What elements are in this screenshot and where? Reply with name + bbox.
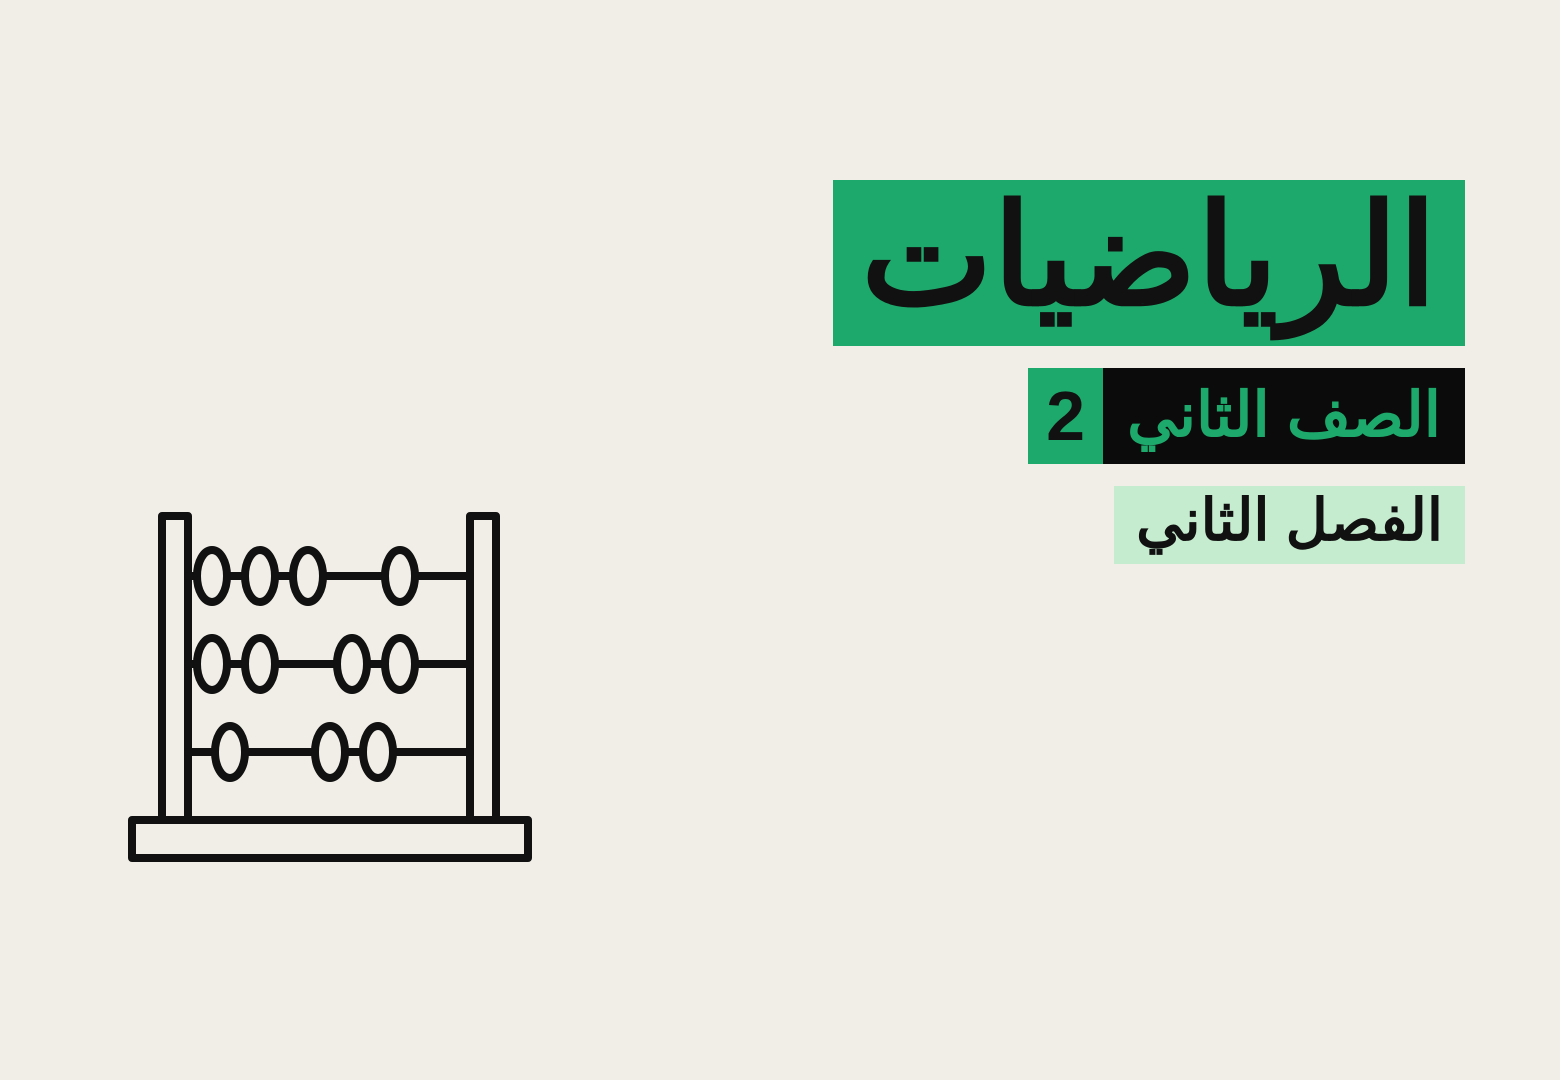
abacus-icon [120, 500, 540, 900]
grade-row: 2 الصف الثاني [1028, 368, 1465, 464]
heading-stack: الرياضيات 2 الصف الثاني الفصل الثاني [833, 180, 1465, 564]
grade-number-badge: 2 [1028, 368, 1103, 464]
semester-label: الفصل الثاني [1114, 486, 1465, 564]
grade-label: الصف الثاني [1103, 368, 1465, 464]
subject-title: الرياضيات [833, 180, 1465, 346]
cover-canvas: الرياضيات 2 الصف الثاني الفصل الثاني [0, 0, 1560, 1080]
